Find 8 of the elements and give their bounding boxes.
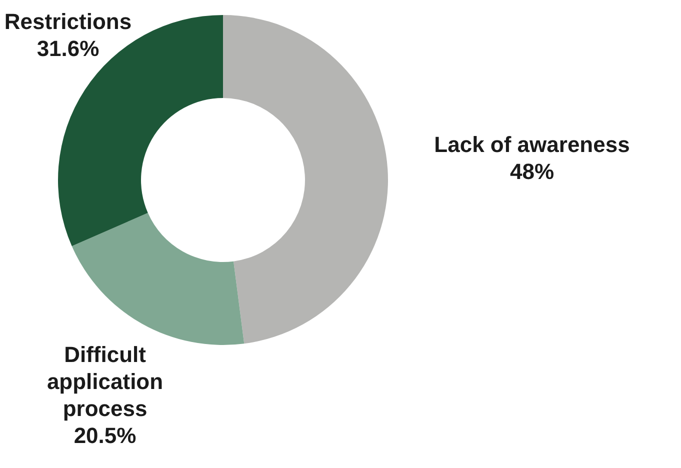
slice-label: Restrictions [4, 9, 132, 34]
data-label: 20.5% [74, 423, 136, 448]
slice-label: Difficult application process [46, 342, 164, 421]
data-label: 48% [510, 159, 554, 184]
data-label: 31.6% [36, 36, 100, 61]
donut-slice [223, 15, 388, 344]
donut-slice [72, 212, 244, 345]
slice-label: Lack of awareness [434, 132, 630, 157]
